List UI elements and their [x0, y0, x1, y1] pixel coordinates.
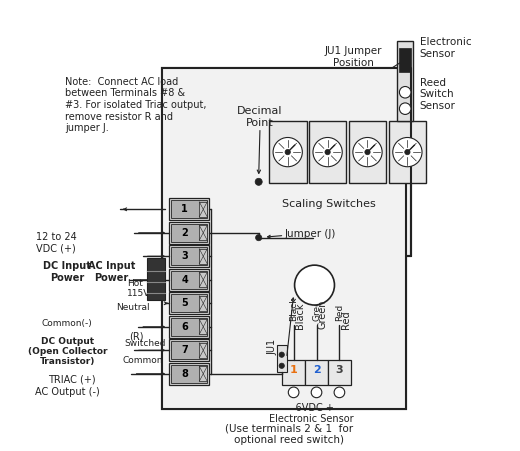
- Circle shape: [255, 178, 262, 185]
- Bar: [172, 295, 207, 312]
- Text: Reed
Switch
Sensor: Reed Switch Sensor: [420, 78, 456, 111]
- Bar: [199, 249, 207, 264]
- Bar: [328, 360, 351, 385]
- Bar: [199, 319, 207, 334]
- Text: Green: Green: [312, 293, 321, 321]
- Bar: [172, 248, 207, 265]
- Bar: [199, 225, 207, 240]
- Circle shape: [325, 149, 330, 155]
- Circle shape: [353, 138, 382, 167]
- Text: Green: Green: [318, 300, 328, 329]
- Circle shape: [279, 363, 284, 368]
- Bar: [169, 292, 209, 314]
- Text: 1: 1: [290, 365, 297, 375]
- Text: TRIAC (+): TRIAC (+): [48, 374, 95, 384]
- Bar: [397, 41, 413, 121]
- Text: JU1 Jumper
Position: JU1 Jumper Position: [324, 46, 382, 68]
- Bar: [169, 222, 209, 244]
- Circle shape: [405, 149, 410, 155]
- Text: JU1: JU1: [267, 339, 277, 355]
- Bar: [147, 258, 165, 300]
- Circle shape: [399, 103, 411, 115]
- Bar: [199, 202, 207, 217]
- Text: 3: 3: [181, 251, 188, 261]
- Text: (R): (R): [128, 331, 143, 341]
- Bar: [348, 121, 386, 183]
- Text: Scaling Switches: Scaling Switches: [282, 198, 375, 209]
- Circle shape: [399, 87, 411, 98]
- Text: - 6VDC +
Electronic Sensor: - 6VDC + Electronic Sensor: [269, 403, 353, 424]
- Bar: [269, 121, 307, 183]
- Text: AC Input
Power: AC Input Power: [88, 261, 135, 283]
- Bar: [169, 198, 209, 221]
- Text: 8: 8: [181, 369, 188, 379]
- Bar: [169, 339, 209, 361]
- Text: Hot
115VAC: Hot 115VAC: [127, 279, 162, 299]
- Bar: [169, 363, 209, 385]
- Text: Neutral: Neutral: [116, 303, 150, 312]
- Polygon shape: [162, 68, 411, 409]
- Text: DC Input
Power: DC Input Power: [43, 261, 91, 283]
- Bar: [169, 245, 209, 267]
- Bar: [169, 269, 209, 291]
- Text: 2: 2: [181, 228, 188, 238]
- Circle shape: [313, 138, 342, 167]
- Text: 5: 5: [181, 298, 188, 308]
- Bar: [388, 121, 426, 183]
- Bar: [309, 121, 346, 183]
- Circle shape: [279, 352, 284, 357]
- Text: 3: 3: [335, 365, 343, 375]
- Text: Switched: Switched: [125, 339, 166, 348]
- Bar: [162, 68, 406, 409]
- Text: 2: 2: [313, 365, 320, 375]
- Bar: [199, 272, 207, 287]
- Circle shape: [285, 149, 290, 155]
- Bar: [172, 365, 207, 382]
- Text: DC Output
(Open Collector
Transistor): DC Output (Open Collector Transistor): [28, 337, 108, 367]
- Text: (Use terminals 2 & 1  for
optional reed switch): (Use terminals 2 & 1 for optional reed s…: [225, 423, 353, 445]
- Bar: [199, 366, 207, 381]
- Circle shape: [365, 149, 370, 155]
- Bar: [172, 200, 207, 218]
- Bar: [172, 271, 207, 289]
- Text: 12 to 24
VDC (+): 12 to 24 VDC (+): [36, 232, 76, 254]
- Text: 6: 6: [181, 322, 188, 332]
- Text: Black: Black: [289, 296, 298, 321]
- Text: Electronic
Sensor: Electronic Sensor: [420, 37, 471, 59]
- Text: 4: 4: [181, 275, 188, 285]
- Bar: [305, 360, 328, 385]
- Circle shape: [393, 138, 422, 167]
- Text: Decimal
Point: Decimal Point: [237, 106, 283, 128]
- Circle shape: [311, 387, 322, 398]
- Text: Black: Black: [295, 303, 305, 329]
- Bar: [169, 316, 209, 338]
- Bar: [199, 343, 207, 358]
- Bar: [282, 360, 305, 385]
- Circle shape: [288, 387, 299, 398]
- Bar: [172, 224, 207, 242]
- Bar: [172, 318, 207, 336]
- Text: Red: Red: [341, 311, 351, 329]
- Circle shape: [334, 387, 345, 398]
- Bar: [199, 296, 207, 311]
- Text: AC Output (-): AC Output (-): [35, 387, 99, 397]
- Text: Common: Common: [123, 356, 163, 365]
- Bar: [172, 341, 207, 359]
- Text: Common(-): Common(-): [42, 319, 93, 328]
- Text: Jumper (J): Jumper (J): [284, 229, 336, 239]
- Bar: [277, 345, 287, 372]
- Text: Red: Red: [335, 304, 344, 321]
- Circle shape: [294, 265, 334, 305]
- Text: 7: 7: [181, 345, 188, 355]
- Circle shape: [273, 138, 302, 167]
- Text: 1: 1: [181, 204, 188, 214]
- Bar: [399, 48, 411, 72]
- Circle shape: [255, 235, 262, 241]
- Text: Note:  Connect AC load
between Terminals #8 &
#3. For isolated Triac output,
rem: Note: Connect AC load between Terminals …: [65, 77, 206, 133]
